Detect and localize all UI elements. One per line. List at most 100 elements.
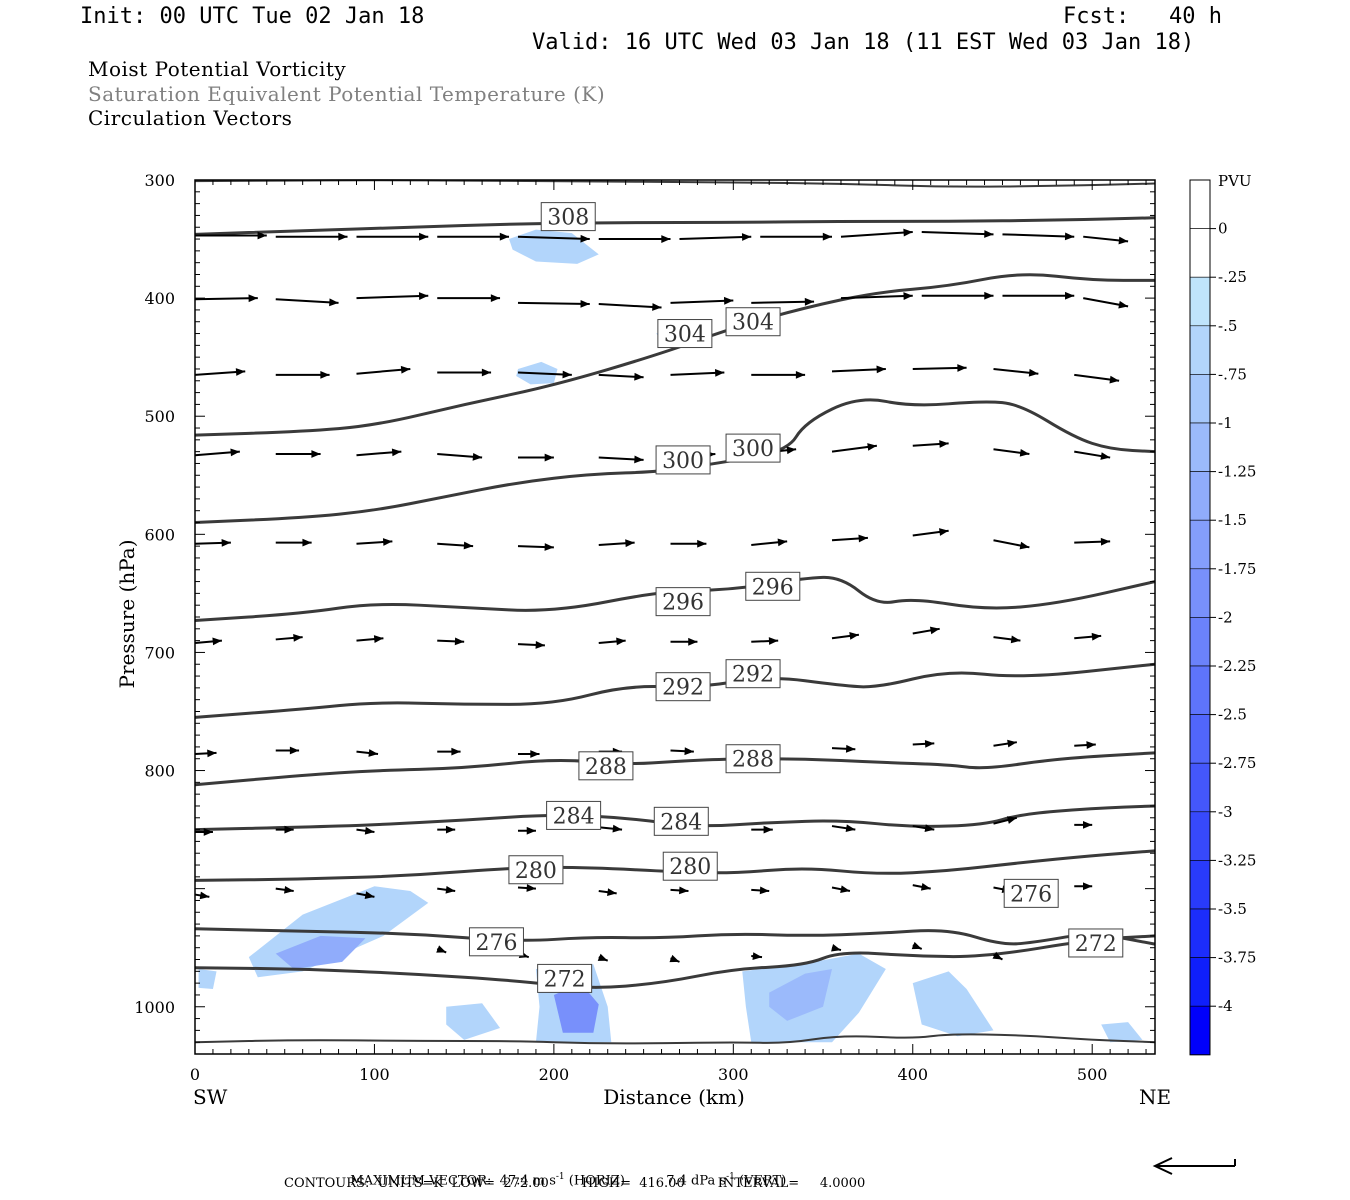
init-time: Init: 00 UTC Tue 02 Jan 18 (80, 4, 425, 29)
contour-labels: 308 304 304 300 300 296 296 292 292 288 288 284 284 2… (468, 202, 1124, 993)
vector-head (597, 953, 608, 961)
vector-head (840, 885, 850, 894)
circulation-vector (517, 370, 572, 379)
contour-label-box (653, 806, 709, 836)
vector-head (580, 234, 590, 243)
circulation-vector (194, 891, 210, 900)
circulation-vector (598, 372, 644, 381)
contour-label: 304 (725, 307, 781, 337)
contour-label-text: 296 (752, 575, 794, 600)
circulation-vector (356, 635, 384, 643)
vector-shaft (751, 300, 815, 304)
colorbar-level: -2.5 (1218, 706, 1247, 724)
vector-head (903, 228, 913, 237)
circulation-vector (275, 450, 321, 458)
contour-label-box (578, 751, 634, 781)
colorbar-level: -3.25 (1218, 851, 1256, 869)
circulation-vector (912, 364, 967, 372)
y-tick-label: 400 (144, 289, 175, 308)
vector-head (1019, 541, 1030, 550)
circulation-vector (275, 538, 312, 547)
pvu-colorbar: PVU 0 -.25 -.5 -.75 -1 -1.25 -1.5 -1.75 -2 -2.25 -2… (1189, 172, 1256, 1056)
circulation-vector (517, 299, 590, 308)
vector-head (1118, 236, 1129, 245)
circulation-vector (1083, 297, 1129, 309)
circulation-vector (751, 297, 815, 306)
vector-head (903, 292, 913, 300)
contour-label-box (662, 851, 718, 881)
colorbar-swatch (1189, 325, 1211, 375)
contour-label-text: 272 (544, 967, 586, 992)
contour-label-text: 280 (515, 859, 557, 884)
circulation-vector (751, 886, 770, 895)
circulation-vector (275, 298, 339, 307)
circulation-vector (1083, 235, 1129, 245)
contour-label-text: 288 (732, 748, 774, 773)
circulation-vector (831, 365, 886, 374)
circulation-vector (670, 637, 698, 646)
circulation-vector (993, 367, 1039, 377)
vector-head (688, 637, 698, 646)
vector-head (562, 370, 572, 379)
vector-head (1028, 368, 1039, 377)
horiz-exponent: -1 (555, 1172, 565, 1182)
contour-label-box (725, 433, 781, 463)
colorbar-swatch (1189, 811, 1211, 861)
vector-head (257, 231, 267, 240)
vector-head (419, 232, 429, 241)
mpv-region (1101, 1022, 1143, 1043)
vector-head (1109, 375, 1120, 384)
vector-head (1118, 300, 1129, 309)
vector-head (329, 298, 339, 307)
contour-label: 300 (655, 445, 711, 475)
colorbar-swatch (1189, 519, 1211, 570)
sw-end-label: SW (193, 1085, 228, 1109)
colorbar-swatch (1189, 957, 1211, 1007)
circulation-vector (751, 637, 779, 645)
circulation-vector (1002, 232, 1075, 241)
circulation-vector (598, 303, 662, 311)
circulation-vector (356, 292, 429, 300)
vector-head (984, 291, 994, 300)
vector-head (368, 749, 379, 757)
circulation-vector (1074, 882, 1093, 891)
vector-head (499, 232, 510, 241)
mpv-region (198, 968, 217, 990)
circulation-vector (517, 750, 540, 758)
circulation-vector (194, 368, 246, 376)
vector-head (544, 543, 554, 551)
vector-head (221, 539, 231, 547)
vector-head (607, 888, 617, 897)
contour-label: 280 (508, 855, 564, 885)
colorbar-swatch (1189, 617, 1211, 667)
circulation-vector (356, 232, 429, 241)
contour-label: 292 (655, 672, 711, 702)
axes: 0 100 200 300 400 500 300 400 500 600 700 800 1000 Di… (115, 171, 1171, 1109)
y-tick-label: 1000 (134, 998, 175, 1017)
contour-label-box (655, 445, 711, 475)
vector-head (759, 886, 770, 895)
contour-label: 272 (1068, 928, 1124, 958)
vector-head (669, 954, 680, 963)
contour-label-text: 276 (1010, 882, 1052, 907)
max-vector-vert: 7.4 dPa s (666, 1173, 727, 1189)
circulation-vector (912, 440, 949, 448)
vector-head (207, 749, 217, 758)
circulation-vector (992, 951, 1003, 961)
circulation-vector (356, 826, 375, 835)
vector-head (634, 455, 644, 464)
circulation-vector (597, 953, 609, 962)
vector-head (616, 637, 626, 646)
vector-head (804, 297, 815, 306)
vector-head (400, 365, 411, 374)
vector-head (373, 635, 384, 643)
contour-label: 284 (546, 800, 602, 830)
circulation-vector (598, 824, 623, 833)
vector-head (723, 296, 734, 305)
vector-head (235, 368, 246, 376)
circulation-vector (911, 941, 923, 950)
circulation-vector (831, 632, 860, 640)
contour-label-text: 272 (1075, 932, 1117, 957)
vector-head (612, 824, 623, 833)
vert-exponent: -1 (726, 1172, 735, 1182)
